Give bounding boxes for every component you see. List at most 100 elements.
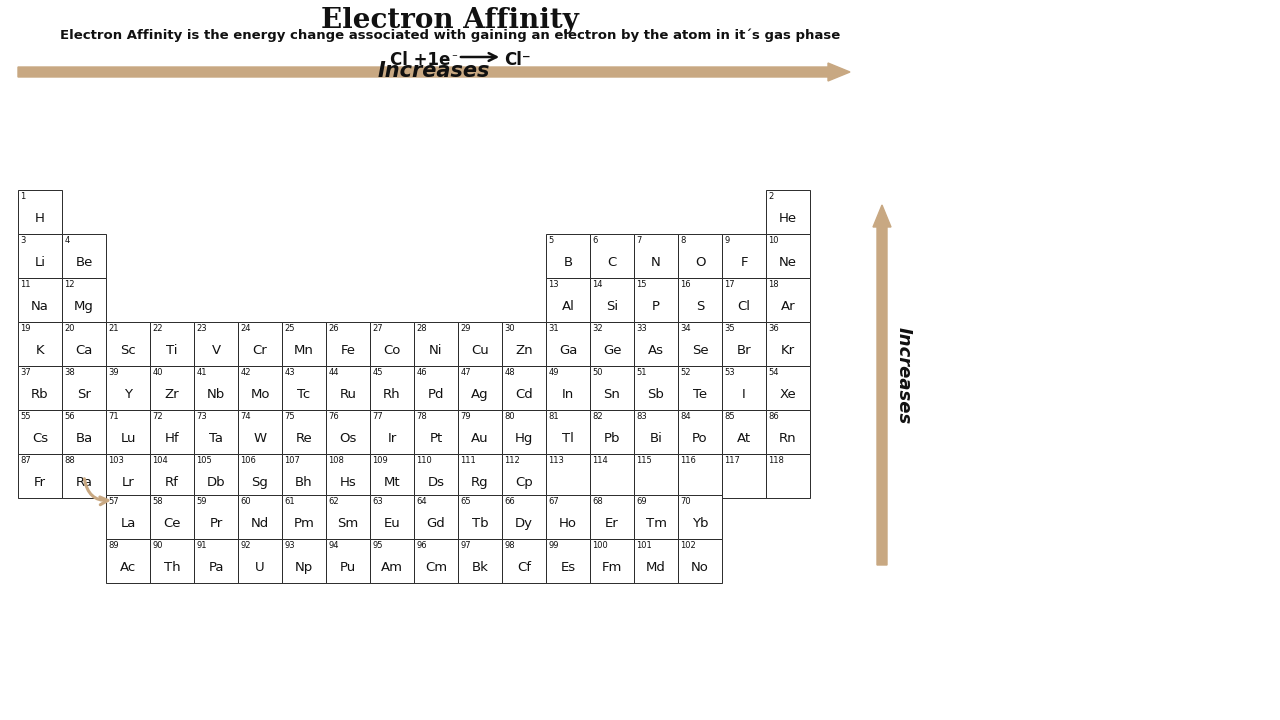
Bar bbox=[18, 410, 61, 454]
Text: Sg: Sg bbox=[252, 476, 269, 489]
Bar bbox=[678, 322, 722, 366]
Text: 103: 103 bbox=[109, 456, 124, 465]
Text: Ds: Ds bbox=[428, 476, 444, 489]
Bar bbox=[547, 410, 590, 454]
Text: Pd: Pd bbox=[428, 388, 444, 401]
Bar bbox=[634, 278, 678, 322]
FancyArrow shape bbox=[18, 63, 850, 81]
Text: Ho: Ho bbox=[559, 517, 577, 530]
Text: B: B bbox=[563, 256, 572, 269]
FancyArrow shape bbox=[873, 205, 891, 565]
Text: Sn: Sn bbox=[604, 388, 621, 401]
Text: H: H bbox=[35, 212, 45, 225]
Text: Bh: Bh bbox=[296, 476, 312, 489]
Bar bbox=[590, 410, 634, 454]
Text: Es: Es bbox=[561, 561, 576, 574]
Text: 5: 5 bbox=[549, 236, 554, 245]
Text: Ti: Ti bbox=[166, 344, 178, 357]
Text: 68: 68 bbox=[593, 497, 603, 506]
Bar bbox=[282, 322, 326, 366]
Text: Cm: Cm bbox=[425, 561, 447, 574]
Text: Cd: Cd bbox=[515, 388, 532, 401]
Bar bbox=[61, 234, 106, 278]
Text: Os: Os bbox=[339, 432, 357, 445]
Text: Hf: Hf bbox=[165, 432, 179, 445]
Text: Ga: Ga bbox=[559, 344, 577, 357]
Text: 67: 67 bbox=[549, 497, 559, 506]
Bar bbox=[765, 234, 810, 278]
Text: He: He bbox=[780, 212, 797, 225]
Text: 75: 75 bbox=[284, 412, 296, 421]
Text: 3: 3 bbox=[20, 236, 26, 245]
Text: 53: 53 bbox=[724, 368, 735, 377]
Bar bbox=[106, 495, 150, 539]
Text: 118: 118 bbox=[768, 456, 785, 465]
Bar bbox=[370, 454, 413, 498]
Bar bbox=[547, 234, 590, 278]
Text: Ru: Ru bbox=[339, 388, 357, 401]
Text: 26: 26 bbox=[329, 324, 339, 333]
Bar bbox=[150, 454, 195, 498]
Text: 55: 55 bbox=[20, 412, 31, 421]
Text: 35: 35 bbox=[724, 324, 735, 333]
Bar bbox=[765, 454, 810, 498]
Bar bbox=[18, 190, 61, 234]
Text: 83: 83 bbox=[636, 412, 648, 421]
Bar bbox=[590, 495, 634, 539]
Bar bbox=[370, 366, 413, 410]
Text: 40: 40 bbox=[152, 368, 163, 377]
Text: 80: 80 bbox=[504, 412, 515, 421]
Text: 59: 59 bbox=[197, 497, 207, 506]
Bar bbox=[722, 366, 765, 410]
Bar bbox=[150, 539, 195, 583]
Text: K: K bbox=[36, 344, 45, 357]
Text: 87: 87 bbox=[20, 456, 31, 465]
Text: Cs: Cs bbox=[32, 432, 49, 445]
Bar bbox=[195, 366, 238, 410]
Bar bbox=[413, 454, 458, 498]
Text: Cu: Cu bbox=[471, 344, 489, 357]
Bar bbox=[502, 539, 547, 583]
Text: 73: 73 bbox=[197, 412, 207, 421]
Text: As: As bbox=[648, 344, 664, 357]
Text: Mn: Mn bbox=[294, 344, 314, 357]
Text: Pm: Pm bbox=[293, 517, 315, 530]
Text: 92: 92 bbox=[241, 541, 251, 550]
Bar bbox=[765, 410, 810, 454]
Text: Li: Li bbox=[35, 256, 46, 269]
Bar bbox=[282, 454, 326, 498]
Text: Ar: Ar bbox=[781, 300, 795, 313]
Text: 84: 84 bbox=[681, 412, 691, 421]
Bar bbox=[547, 539, 590, 583]
Bar bbox=[634, 410, 678, 454]
Bar bbox=[502, 495, 547, 539]
Text: ⁻: ⁻ bbox=[451, 53, 457, 63]
Bar bbox=[238, 454, 282, 498]
Text: Ni: Ni bbox=[429, 344, 443, 357]
Text: Sb: Sb bbox=[648, 388, 664, 401]
Text: Pb: Pb bbox=[604, 432, 621, 445]
Text: 49: 49 bbox=[549, 368, 559, 377]
Bar bbox=[722, 410, 765, 454]
Text: Bk: Bk bbox=[471, 561, 489, 574]
Bar bbox=[195, 495, 238, 539]
Text: 34: 34 bbox=[681, 324, 691, 333]
Text: Fr: Fr bbox=[35, 476, 46, 489]
Text: 32: 32 bbox=[593, 324, 603, 333]
Text: 54: 54 bbox=[768, 368, 780, 377]
Bar bbox=[326, 410, 370, 454]
Bar bbox=[18, 278, 61, 322]
Text: Zn: Zn bbox=[515, 344, 532, 357]
Text: Np: Np bbox=[294, 561, 314, 574]
Text: 45: 45 bbox=[372, 368, 383, 377]
Bar bbox=[678, 366, 722, 410]
Text: 16: 16 bbox=[681, 280, 691, 289]
Text: Mo: Mo bbox=[251, 388, 270, 401]
Text: 86: 86 bbox=[768, 412, 780, 421]
Text: Tm: Tm bbox=[645, 517, 667, 530]
Text: 48: 48 bbox=[504, 368, 515, 377]
Text: Al: Al bbox=[562, 300, 575, 313]
Text: Re: Re bbox=[296, 432, 312, 445]
Text: Cl +1e: Cl +1e bbox=[389, 51, 451, 69]
Text: Xe: Xe bbox=[780, 388, 796, 401]
